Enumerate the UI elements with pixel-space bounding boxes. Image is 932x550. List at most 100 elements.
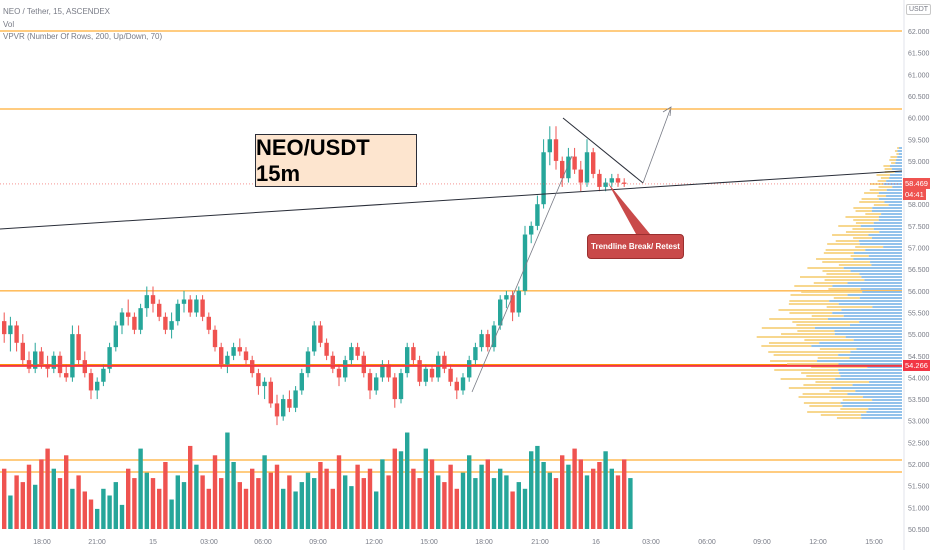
volume-bar <box>101 488 106 529</box>
vpvr-bar <box>868 255 902 257</box>
candle-body <box>14 325 19 343</box>
vpvr-bar <box>871 264 902 266</box>
vpvr-bar <box>817 360 902 362</box>
candle-body <box>88 373 94 391</box>
candle-body <box>57 355 63 374</box>
vpvr-bar <box>891 168 902 170</box>
vpvr-bar <box>850 351 902 353</box>
y-tick-label: 53.500 <box>908 397 930 404</box>
vpvr-bar <box>843 315 902 317</box>
currency-button[interactable]: USDT <box>906 4 932 15</box>
vpvr-bar <box>859 240 902 242</box>
vpvr-bar <box>806 375 841 377</box>
volume-bar <box>126 468 131 529</box>
volume-bar <box>200 475 205 529</box>
volume-bar <box>150 478 156 529</box>
vpvr-bar <box>853 207 873 209</box>
chart-title-annotation[interactable]: NEO/USDT 15m <box>255 134 417 187</box>
candle-body <box>206 316 211 330</box>
candle-body <box>107 347 112 369</box>
vpvr-bar <box>861 417 902 419</box>
candle-body <box>547 139 552 153</box>
x-tick-label: 06:00 <box>254 539 272 546</box>
vpvr-bar <box>860 288 902 290</box>
vpvr-bar <box>865 249 902 251</box>
candle-body <box>442 355 447 369</box>
volume-bar <box>132 478 137 529</box>
candle-body <box>113 325 118 348</box>
y-tick-label: 52.500 <box>908 440 930 447</box>
vpvr-bar <box>872 207 902 209</box>
candle-body <box>318 325 323 343</box>
candle-body <box>566 156 571 179</box>
volume-bar <box>219 478 224 529</box>
vpvr-bar <box>814 327 902 329</box>
volume-bar <box>39 459 44 529</box>
candle-body <box>163 316 168 330</box>
volume-bar <box>324 468 329 529</box>
volume-bar <box>113 482 118 529</box>
x-tick-label: 03:00 <box>642 539 660 546</box>
volume-bar <box>429 459 435 529</box>
vpvr-bar <box>788 303 839 305</box>
volume-bar <box>349 486 354 529</box>
candle-body <box>386 364 391 378</box>
vpvr-bar <box>801 372 840 374</box>
volume-bar <box>603 451 608 529</box>
vpvr-bar <box>889 165 902 167</box>
volume-bar <box>479 464 484 529</box>
vpvr-bar <box>800 276 862 278</box>
vpvr-bar <box>797 330 835 332</box>
candle-body <box>460 377 466 391</box>
volume-bar <box>485 459 490 529</box>
volume-bar <box>194 464 199 529</box>
vpvr-bar <box>841 309 902 311</box>
vpvr-bar <box>843 267 902 269</box>
trendline-callout[interactable]: Trendline Break/ Retest <box>587 234 684 259</box>
y-tick-label: 62.000 <box>908 29 930 36</box>
vpvr-bar <box>897 156 902 158</box>
volume-bar <box>460 472 466 529</box>
volume-bar <box>609 468 614 529</box>
candle-body <box>212 329 218 348</box>
vpvr-bar <box>873 222 902 224</box>
vpvr-bar <box>804 339 854 341</box>
volume-bar <box>231 462 236 529</box>
volume-bar <box>343 475 348 529</box>
x-tick-label: 15 <box>149 539 157 546</box>
vpvr-bar <box>796 324 850 326</box>
volume-bar <box>405 432 410 529</box>
candle-body <box>529 225 534 235</box>
volume-bar <box>268 472 273 529</box>
volume-bar <box>553 478 559 529</box>
volume-bar <box>51 468 56 529</box>
candle-body <box>330 355 335 369</box>
vpvr-bar <box>819 342 902 344</box>
candle-body <box>361 355 366 374</box>
y-tick-label: 60.500 <box>908 94 930 101</box>
vpvr-bar <box>792 321 860 323</box>
vpvr-bar <box>892 186 902 188</box>
volume-bar <box>312 478 317 529</box>
candle-body <box>299 373 304 391</box>
vpvr-bar <box>852 384 902 386</box>
vpvr-bar <box>899 147 902 149</box>
vpvr-bar <box>871 210 902 212</box>
vpvr-bar <box>856 348 902 350</box>
vpvr-bar <box>866 411 902 413</box>
candle-body <box>473 347 478 361</box>
vpvr-legend: VPVR (Number Of Rows, 200, Up/Down, 70) <box>3 32 163 41</box>
volume-bar <box>274 464 280 529</box>
vpvr-bar <box>773 354 839 356</box>
y-tick-label: 55.000 <box>908 332 930 339</box>
candle-body <box>138 308 143 330</box>
vpvr-bar <box>862 396 902 398</box>
volume-bar <box>467 455 472 529</box>
x-tick-label: 06:00 <box>698 539 716 546</box>
symbol-legend: NEO / Tether, 15, ASCENDEX <box>3 7 111 16</box>
vpvr-bar <box>813 282 848 284</box>
candle-body <box>219 347 224 365</box>
x-tick-label: 18:00 <box>33 539 51 546</box>
vpvr-bar <box>807 411 867 413</box>
